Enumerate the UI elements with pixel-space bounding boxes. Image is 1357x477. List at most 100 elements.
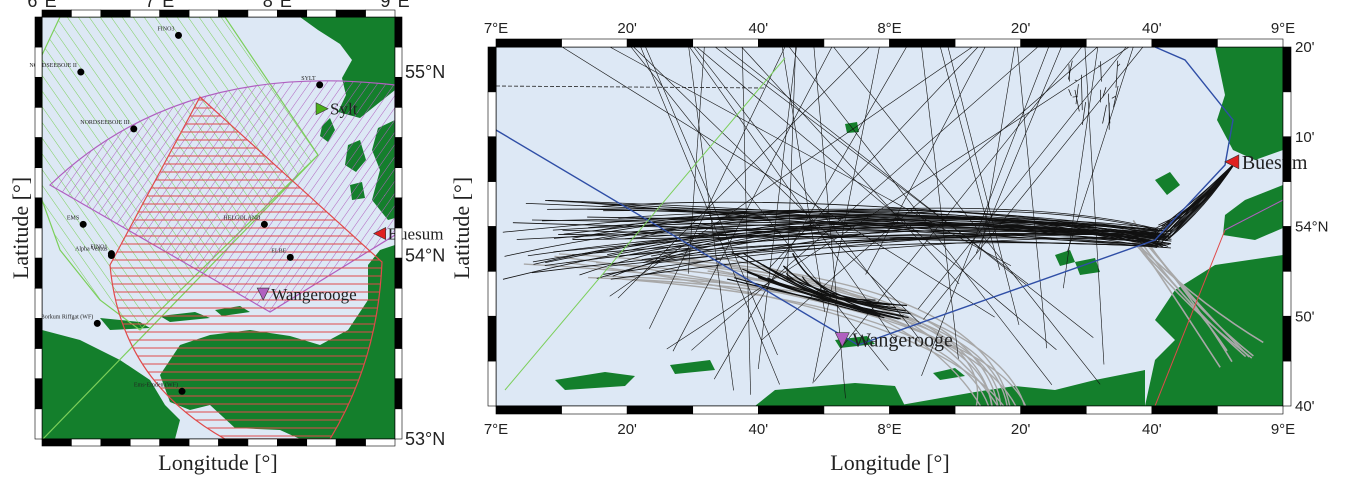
station-dot	[178, 387, 186, 395]
ship-track-gray	[1129, 238, 1228, 352]
ship-track	[781, 47, 825, 312]
radar-triangle	[834, 332, 850, 348]
ship-track	[1074, 79, 1078, 82]
ship-track	[1102, 104, 1107, 124]
ship-track	[762, 264, 877, 312]
ship-track	[715, 47, 1029, 285]
ship-track	[672, 47, 833, 352]
ship-track	[562, 47, 995, 318]
top-tick-label: 8°E	[877, 20, 901, 37]
right-tick-label: 40'	[1295, 398, 1315, 415]
ship-track	[769, 47, 979, 268]
ship-track	[563, 207, 1157, 235]
bottom-tick-label: 9°E	[1271, 421, 1295, 438]
ship-track	[1100, 61, 1102, 82]
station-dot	[107, 250, 115, 258]
left-map-figure: FINO3 NORDSEEBOJE II SYLT NORDSEEBOJE III EM…	[8, 0, 445, 475]
station-label: EMS	[67, 215, 79, 221]
ship-track	[527, 227, 1172, 257]
radar-label: Buesum	[1242, 152, 1308, 174]
ship-track	[782, 265, 911, 315]
ship-track-gray	[622, 278, 990, 406]
ship-track	[1067, 47, 1134, 252]
ship-track	[1075, 84, 1079, 105]
ship-track	[496, 85, 766, 89]
top-tick-labels: 6°E 7°E 8°E 9°E	[27, 0, 409, 11]
ship-track	[786, 47, 796, 282]
ship-track	[691, 47, 1038, 351]
buesum-coverage-sector	[109, 96, 383, 439]
ship-track	[976, 47, 1062, 254]
station-markers: FINO3 NORDSEEBOJE II SYLT NORDSEEBOJE III EM…	[29, 26, 324, 395]
x-axis-title: Longitude [°]	[830, 450, 949, 475]
ship-track-gray	[668, 261, 999, 406]
ship-track	[1084, 47, 1105, 365]
ship-track	[581, 202, 1167, 246]
ship-track	[1166, 162, 1236, 242]
station-label: HELGOLAND	[223, 215, 261, 221]
right-tick-labels: 55°N 54°N 53°N	[405, 62, 445, 449]
ship-track	[713, 47, 907, 380]
right-tick-label: 55°N	[405, 62, 445, 82]
ship-track	[743, 252, 907, 307]
ship-track	[1102, 87, 1107, 98]
ship-track	[693, 47, 920, 340]
ship-track	[1082, 102, 1086, 125]
top-tick-label: 8°E	[263, 0, 292, 11]
ship-track	[618, 211, 1159, 231]
ship-track	[813, 47, 1082, 382]
bottom-tick-label: 20'	[1011, 421, 1031, 438]
ship-track	[741, 47, 960, 285]
ship-track	[645, 47, 778, 356]
right-tick-label: 20'	[1295, 39, 1315, 56]
station-dot	[260, 220, 268, 228]
ship-track	[757, 47, 797, 370]
ship-track-gray	[1138, 233, 1233, 363]
top-tick-label: 9°E	[380, 0, 409, 11]
ship-track-gray	[596, 261, 979, 406]
ship-track	[757, 276, 909, 319]
station-dot	[174, 31, 182, 39]
ship-track	[633, 47, 921, 325]
station-dot	[286, 253, 294, 261]
station-label: NORDSEEBOJE III	[80, 120, 130, 126]
ship-track	[1017, 47, 1047, 349]
y-axis-title: Latitude [°]	[8, 177, 33, 279]
right-tick-label: 54°N	[1295, 219, 1329, 236]
bottom-tick-label: 8°E	[877, 421, 901, 438]
radar-label: Sylt	[330, 100, 358, 119]
ship-track	[666, 47, 1130, 350]
station-dot	[77, 68, 85, 76]
ship-track	[688, 47, 734, 391]
ship-track	[624, 224, 1164, 245]
ship-track	[940, 47, 1001, 271]
ship-track	[865, 47, 986, 275]
right-tick-labels: 20' 10' 54°N 50' 40'	[1295, 39, 1329, 415]
top-tick-label: 7°E	[145, 0, 174, 11]
station-dot	[93, 319, 101, 327]
ship-track	[601, 201, 1161, 234]
radar-triangle	[315, 102, 329, 116]
ship-track	[1063, 47, 1099, 289]
station-label: FINO1	[90, 245, 107, 251]
station-dot	[79, 220, 87, 228]
station-dot	[316, 81, 324, 89]
ship-track	[1067, 60, 1073, 80]
radar-triangle	[256, 287, 270, 301]
ship-tracks	[496, 47, 1264, 406]
ship-track	[617, 47, 870, 299]
ship-track	[1117, 63, 1121, 67]
ship-track	[1081, 74, 1083, 111]
top-tick-label: 40'	[1142, 20, 1162, 37]
ship-track	[1111, 96, 1116, 99]
bottom-tick-label: 40'	[1142, 421, 1162, 438]
right-tick-label: 10'	[1295, 129, 1315, 146]
station-label: NORDSEEBOJE II	[29, 63, 77, 69]
station-dot	[130, 125, 138, 133]
ship-track	[609, 47, 1012, 267]
ship-track	[1074, 89, 1080, 112]
ship-track	[921, 47, 959, 359]
right-tick-label: 50'	[1295, 308, 1315, 325]
